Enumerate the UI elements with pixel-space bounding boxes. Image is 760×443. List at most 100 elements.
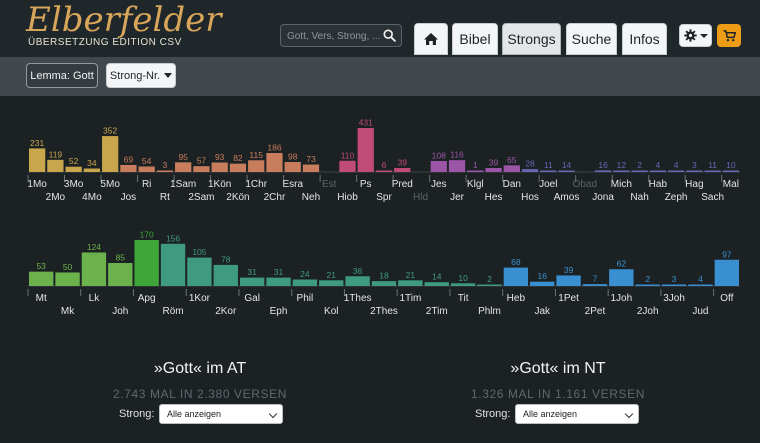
tick-label-rt[interactable]: Rt <box>160 192 170 203</box>
tick-label-hld[interactable]: Hld <box>413 192 428 203</box>
tick-label-zeph[interactable]: Zeph <box>665 192 688 203</box>
tick-label-1pet[interactable]: 1Pet <box>558 293 579 304</box>
bar-hab[interactable] <box>649 170 666 173</box>
tick-label-hag[interactable]: Hag <box>685 179 703 190</box>
tick-label-3mo[interactable]: 3Mo <box>64 179 84 190</box>
tick-label-2pet[interactable]: 2Pet <box>585 306 606 317</box>
bar-2joh[interactable] <box>635 284 660 287</box>
tick-label-ri[interactable]: Ri <box>142 179 151 190</box>
bar-1sam[interactable] <box>175 162 192 172</box>
bar-phlm[interactable] <box>477 284 502 287</box>
bar-neh[interactable] <box>302 164 320 172</box>
bar-3joh[interactable] <box>661 284 687 287</box>
bar-jer[interactable] <box>448 160 466 172</box>
nav-home-button[interactable] <box>414 23 448 55</box>
bar-joel[interactable] <box>540 170 557 173</box>
search-input[interactable] <box>287 28 383 44</box>
tick-label-jos[interactable]: Jos <box>121 192 137 203</box>
nav-tab-infos[interactable]: Infos <box>622 23 667 55</box>
tick-label-hos[interactable]: Hos <box>521 192 539 203</box>
bar-r-m[interactable] <box>160 243 186 286</box>
bar-hes[interactable] <box>485 168 502 172</box>
bar-esra[interactable] <box>284 162 301 172</box>
tick-label-jer[interactable]: Jer <box>450 192 465 203</box>
bar-3mo[interactable] <box>65 166 82 172</box>
tick-label-hab[interactable]: Hab <box>649 179 668 190</box>
tick-label-ps[interactable]: Ps <box>360 179 372 190</box>
tick-label-joel[interactable]: Joel <box>539 179 557 190</box>
tick-label-2kor[interactable]: 2Kor <box>215 306 237 317</box>
bar-rt[interactable] <box>156 170 174 173</box>
bar-lk[interactable] <box>81 252 107 286</box>
tick-label-2thes[interactable]: 2Thes <box>370 306 398 317</box>
tick-label-2joh[interactable]: 2Joh <box>637 306 659 317</box>
bar-2tim[interactable] <box>424 282 449 286</box>
bar-amos[interactable] <box>558 170 575 173</box>
bar-gal[interactable] <box>239 277 265 286</box>
tick-label-3joh[interactable]: 3Joh <box>663 293 685 304</box>
tick-label-1sam[interactable]: 1Sam <box>170 179 196 190</box>
tick-label-neh[interactable]: Neh <box>302 192 320 203</box>
tick-label-1kor[interactable]: 1Kor <box>189 293 211 304</box>
bar-jona[interactable] <box>594 170 612 172</box>
bar-eph[interactable] <box>266 277 291 286</box>
nav-tab-bibel[interactable]: Bibel <box>452 23 498 55</box>
tick-label-apg[interactable]: Apg <box>138 293 156 304</box>
tick-label-esra[interactable]: Esra <box>282 179 303 190</box>
bar-jos[interactable] <box>120 164 137 172</box>
bar-nah[interactable] <box>631 170 648 173</box>
search-icon[interactable] <box>383 29 396 42</box>
bar-mal[interactable] <box>722 170 739 173</box>
bar-dan[interactable] <box>503 165 520 172</box>
tick-label-eph[interactable]: Eph <box>270 306 288 317</box>
tick-label-hiob[interactable]: Hiob <box>337 192 358 203</box>
tick-label-mal[interactable]: Mal <box>723 179 739 190</box>
tick-label-1chr[interactable]: 1Chr <box>245 179 267 190</box>
bar-pred[interactable] <box>394 168 411 172</box>
bar-1chr[interactable] <box>248 160 265 172</box>
tick-label-4mo[interactable]: 4Mo <box>82 192 102 203</box>
tick-label-spr[interactable]: Spr <box>376 192 392 203</box>
tick-label-nah[interactable]: Nah <box>630 192 648 203</box>
tick-label-1joh[interactable]: 1Joh <box>610 293 632 304</box>
bar-hos[interactable] <box>521 169 539 172</box>
bar-1kor[interactable] <box>187 257 212 286</box>
bar-apg[interactable] <box>134 240 159 286</box>
tick-label-5mo[interactable]: 5Mo <box>100 179 120 190</box>
bar-jud[interactable] <box>688 284 713 287</box>
bar-mk[interactable] <box>55 272 80 286</box>
tick-label-2chr[interactable]: 2Chr <box>264 192 286 203</box>
bar-2sam[interactable] <box>193 166 210 172</box>
bar-heb[interactable] <box>503 267 529 286</box>
tick-label-2mo[interactable]: 2Mo <box>46 192 66 203</box>
bar-off[interactable] <box>714 259 739 286</box>
tick-label-1tim[interactable]: 1Tim <box>399 293 421 304</box>
tick-label-kol[interactable]: Kol <box>324 306 338 317</box>
tick-label-est[interactable]: Est <box>322 179 337 190</box>
bar-1joh[interactable] <box>609 269 634 286</box>
bar-2mo[interactable] <box>47 159 64 172</box>
tick-label-hes[interactable]: Hes <box>485 192 503 203</box>
bar-spr[interactable] <box>375 170 393 173</box>
tick-label-2sam[interactable]: 2Sam <box>188 192 214 203</box>
bar-1k-n[interactable] <box>211 162 228 172</box>
bar-5mo[interactable] <box>102 136 119 172</box>
bar-mt[interactable] <box>29 271 54 286</box>
tick-label-off[interactable]: Off <box>720 293 733 304</box>
bar-2thes[interactable] <box>371 281 397 286</box>
cart-button[interactable] <box>717 24 741 47</box>
tick-label-lk[interactable]: Lk <box>89 293 101 304</box>
tick-label-klgl[interactable]: Klgl <box>467 179 484 190</box>
nt-strong-select[interactable]: Alle anzeigen <box>515 404 639 424</box>
bar-joh[interactable] <box>108 263 133 286</box>
tick-label-phil[interactable]: Phil <box>297 293 314 304</box>
nav-tab-suche[interactable]: Suche <box>566 23 617 55</box>
bar-2kor[interactable] <box>213 264 238 286</box>
tick-label-heb[interactable]: Heb <box>507 293 526 304</box>
tick-label-jes[interactable]: Jes <box>431 179 447 190</box>
bar-sach[interactable] <box>704 170 721 173</box>
tick-label-obad[interactable]: Obad <box>573 179 597 190</box>
tick-label-mt[interactable]: Mt <box>36 293 47 304</box>
tick-label-1k-n[interactable]: 1Kön <box>208 179 231 190</box>
bar-2pet[interactable] <box>582 284 608 286</box>
